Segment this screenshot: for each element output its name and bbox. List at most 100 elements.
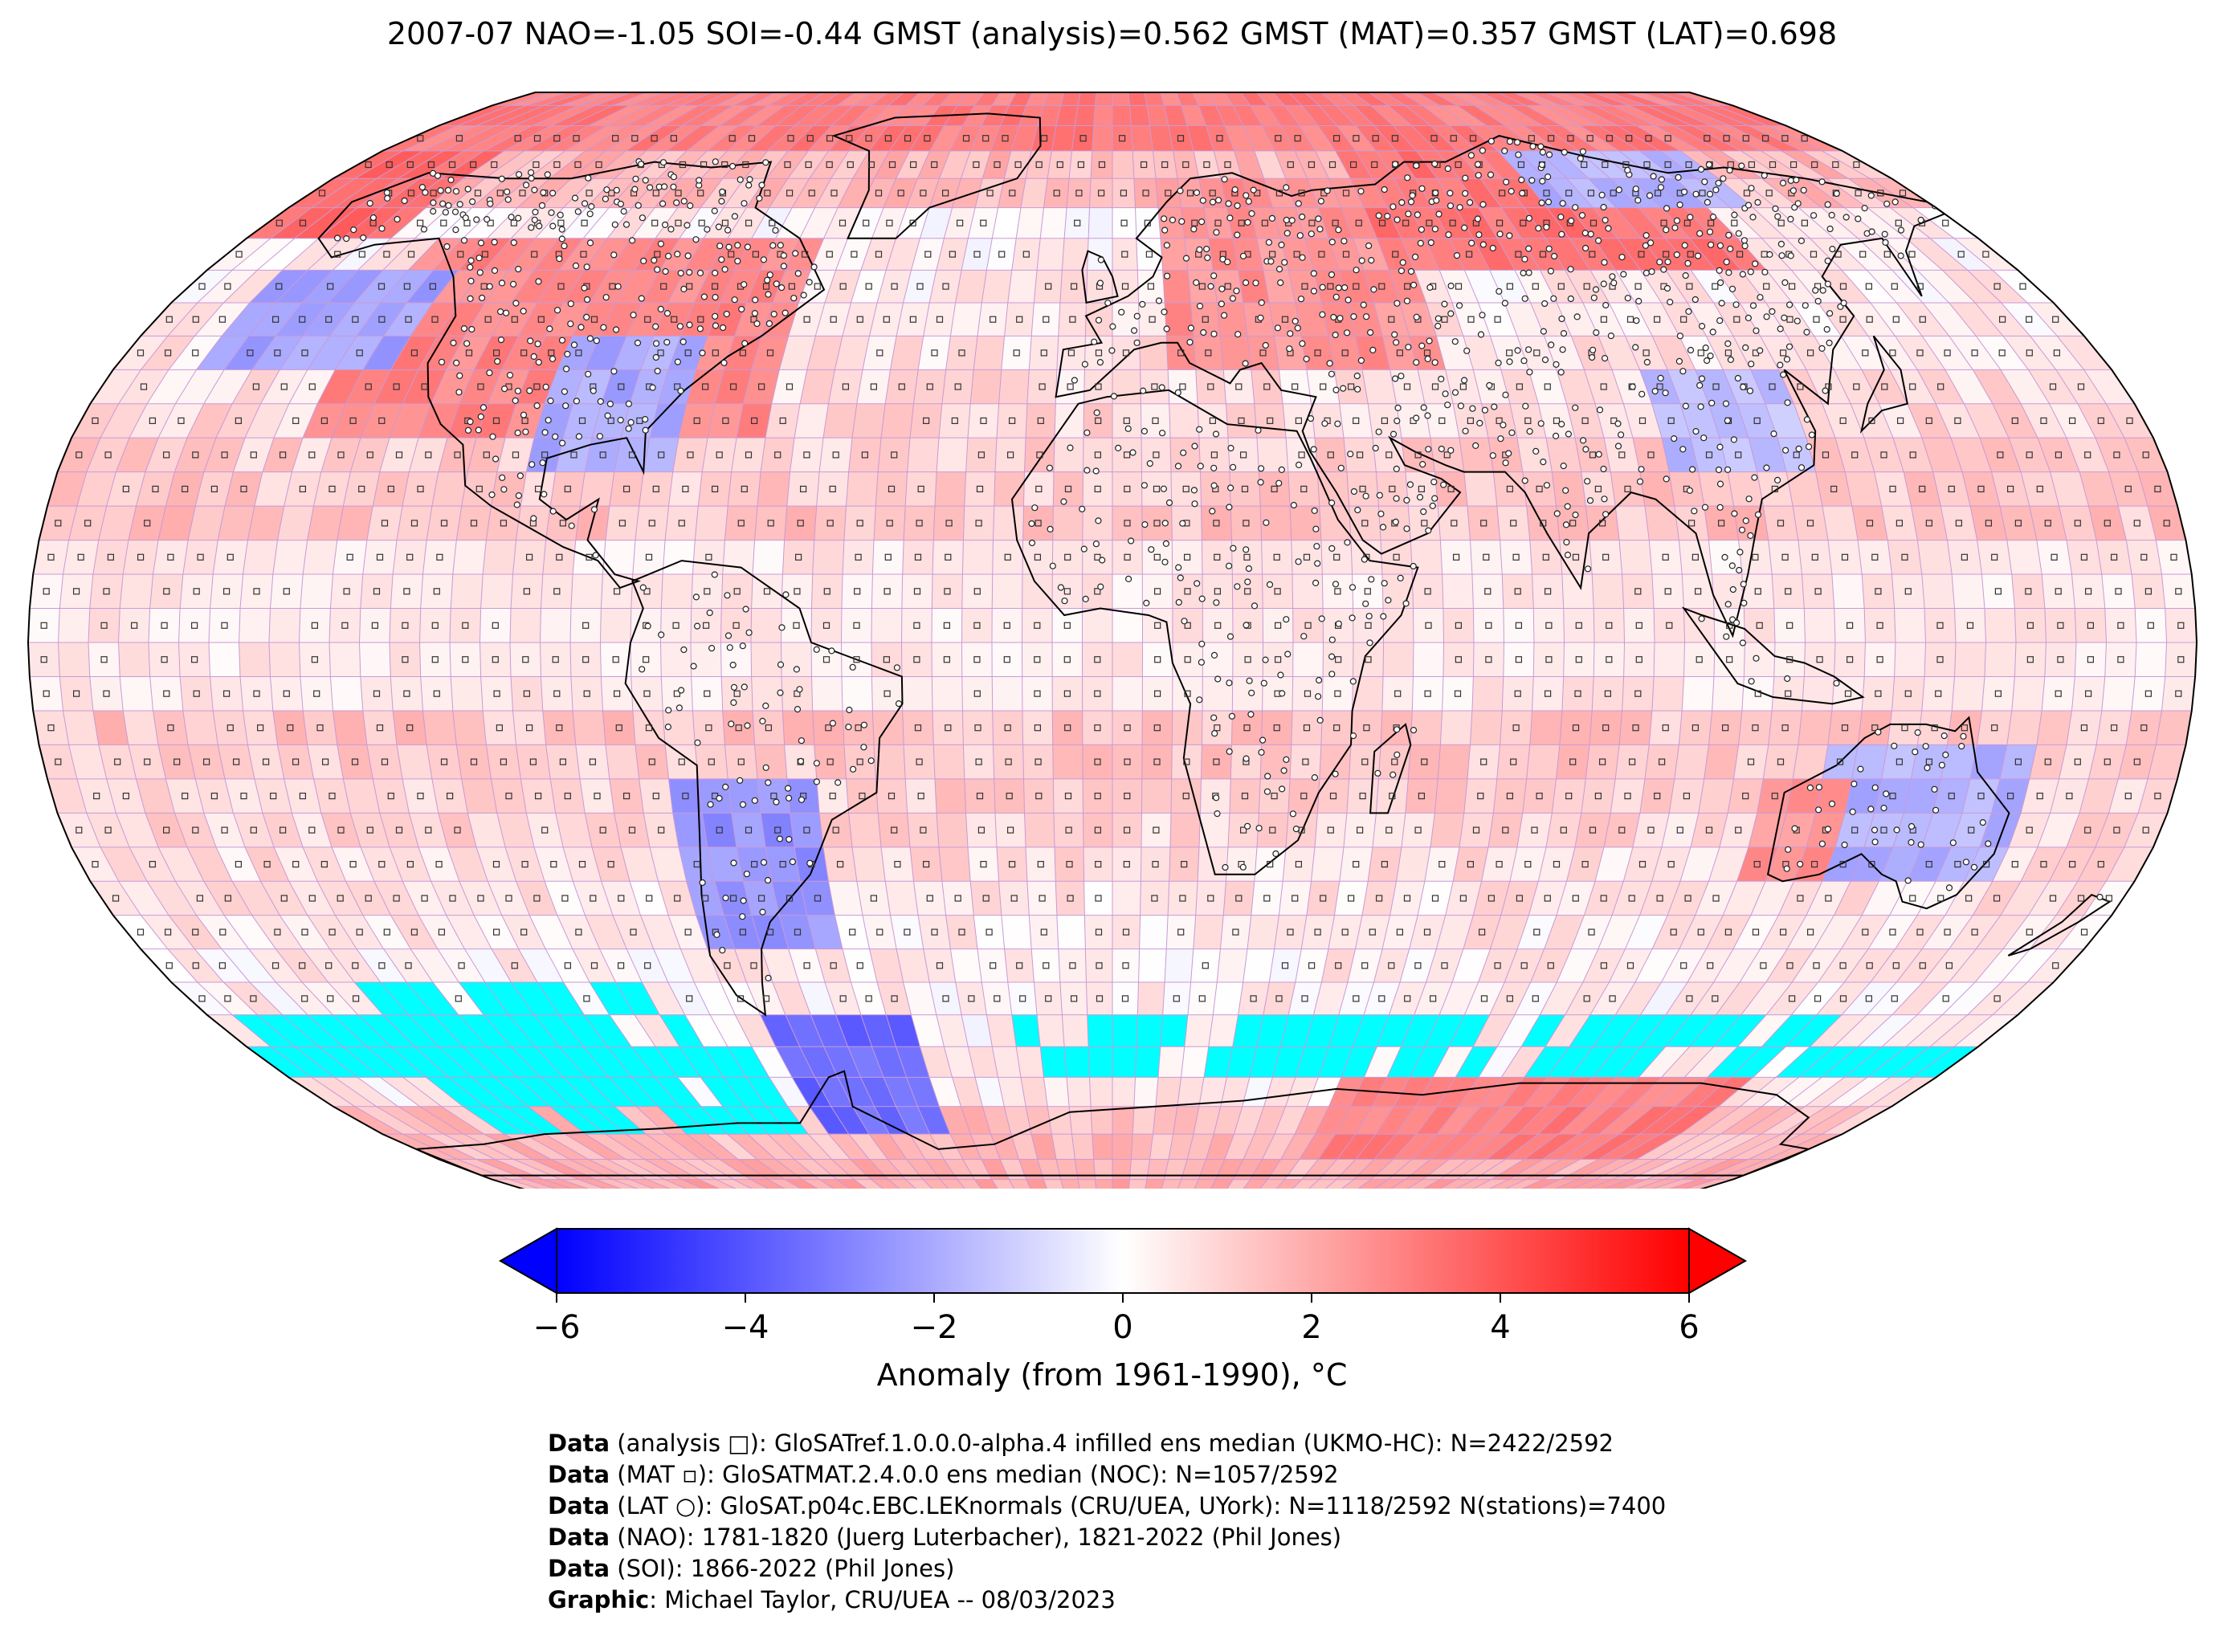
anomaly-cell [760,1014,800,1047]
analysis-marker [1830,485,1838,493]
analysis-marker [799,485,807,493]
analysis-marker [1524,417,1532,425]
analysis-marker [2011,417,2018,425]
anomaly-cell [136,471,175,507]
analysis-marker [440,520,448,527]
analysis-marker [737,520,745,527]
anomaly-cell [1647,1159,1712,1180]
station-marker [849,663,856,671]
anomaly-cell [570,676,603,711]
anomaly-cell [2156,540,2192,575]
anomaly-cell [935,471,966,507]
analysis-marker [1438,860,1446,868]
analysis-marker [786,383,794,390]
anomaly-cell [1557,881,1595,916]
station-marker [1133,312,1141,320]
analysis-marker [210,792,218,800]
anomaly-cell [1639,778,1675,814]
anomaly-cell [1615,270,1662,303]
anomaly-cell [1112,1134,1133,1160]
station-marker [1715,466,1723,474]
analysis-marker [693,860,700,868]
anomaly-cell [475,105,544,126]
anomaly-cell [1062,238,1089,271]
no-data-cell [584,1014,632,1047]
anomaly-cell [932,676,963,711]
anomaly-cell [701,150,748,179]
anomaly-cell [751,915,789,949]
anomaly-cell [451,574,484,609]
station-marker [1161,520,1169,527]
analysis-marker [1696,656,1703,663]
anomaly-cell [534,403,573,438]
station-marker [711,571,718,578]
anomaly-cell [343,778,380,814]
anomaly-cell [233,438,274,472]
analysis-marker [1635,622,1642,629]
analysis-marker [1880,451,1887,459]
anomaly-cell [2030,915,2084,949]
no-data-cell [1689,1014,1741,1047]
anomaly-cell [1473,608,1504,642]
analysis-marker [575,928,582,936]
station-marker [1553,510,1561,517]
anomaly-cell [1052,574,1083,609]
anomaly-cell [354,150,423,179]
analysis-marker [378,860,386,868]
anomaly-cell [1056,336,1086,370]
station-marker [1310,446,1317,453]
anomaly-cell [913,881,946,916]
anomaly-cell [860,1077,896,1107]
anomaly-cell [2165,608,2197,642]
anomaly-cell [528,150,586,179]
anomaly-cell [456,744,492,779]
anomaly-cell [672,438,708,472]
anomaly-cell [39,744,77,779]
station-marker [1187,324,1195,332]
anomaly-cell [149,642,181,677]
analysis-marker [701,383,709,390]
analysis-marker [1295,417,1303,425]
analysis-marker [1785,588,1792,595]
anomaly-cell [447,846,488,882]
analysis-marker [198,995,206,1002]
station-marker [516,472,524,479]
station-marker [712,322,720,329]
anomaly-cell [1336,92,1371,106]
anomaly-cell [92,540,129,575]
station-marker [1266,581,1274,589]
station-marker [1328,636,1336,643]
anomaly-cell [426,506,462,540]
station-marker [515,266,522,273]
anomaly-cell [630,92,680,106]
analysis-marker [954,383,961,390]
no-data-cell [257,1014,319,1047]
no-data-cell [1280,1014,1314,1047]
station-marker [1537,420,1545,427]
station-marker [420,226,428,233]
anomaly-cell [1736,846,1777,882]
station-marker [593,337,600,345]
anomaly-cell [1895,336,1945,370]
anomaly-cell [1260,506,1292,540]
station-marker [632,175,639,182]
analysis-marker [1545,622,1553,629]
analysis-marker [1396,928,1404,936]
anomaly-cell [275,982,333,1015]
anomaly-cell [1538,150,1589,179]
analysis-marker [1594,792,1602,800]
anomaly-cell [33,540,69,575]
anomaly-cell [1459,1077,1502,1107]
anomaly-cell [257,238,319,271]
anomaly-cell [1086,982,1112,1015]
analysis-marker [1353,995,1360,1002]
station-marker [570,341,578,349]
anomaly-cell [1051,125,1075,151]
anomaly-cell [1093,105,1112,126]
analysis-marker [77,553,84,561]
station-marker [1347,451,1354,458]
anomaly-cell [635,506,669,540]
anomaly-cell [1023,778,1054,814]
anomaly-cell [1291,710,1323,745]
analysis-marker [2014,758,2022,765]
